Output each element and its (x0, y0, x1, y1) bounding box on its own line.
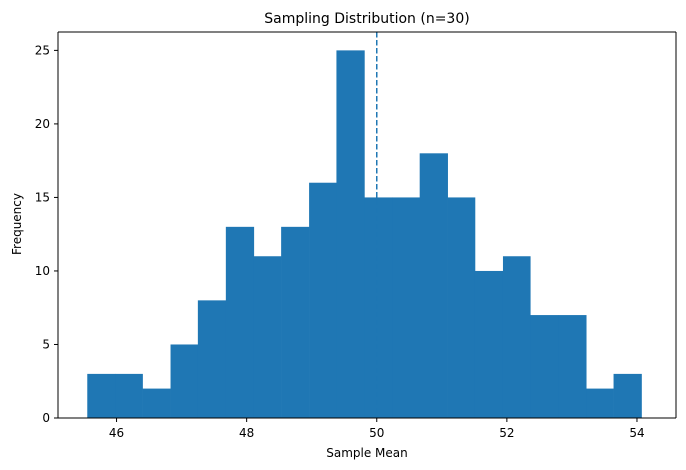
histogram-bar (142, 388, 171, 418)
histogram-bar (447, 197, 476, 418)
histogram-bar (613, 373, 642, 418)
histogram-bar (87, 373, 116, 418)
histogram-bar (309, 182, 337, 418)
y-axis-label: Frequency (10, 193, 24, 255)
histogram-bar (558, 315, 587, 418)
chart-title: Sampling Distribution (n=30) (264, 11, 469, 27)
y-tick-label: 0 (42, 411, 50, 425)
histogram-bar (474, 270, 504, 418)
histogram-bar (253, 256, 282, 418)
histogram-bar (197, 300, 227, 418)
histogram-bar (392, 197, 420, 418)
y-tick-label: 15 (35, 190, 50, 204)
x-tick-label: 46 (109, 426, 124, 440)
histogram-bar (364, 197, 393, 418)
histogram-bar (225, 226, 255, 418)
histogram-bar (336, 50, 365, 418)
x-axis-label: Sample Mean (326, 446, 408, 460)
histogram-bar (281, 226, 310, 418)
x-tick-label: 54 (629, 426, 644, 440)
x-tick-label: 52 (499, 426, 514, 440)
histogram-bar (170, 344, 199, 418)
y-tick-label: 5 (42, 337, 50, 351)
y-tick-label: 10 (35, 264, 50, 278)
histogram-bar (115, 373, 143, 418)
histogram-bar (586, 388, 614, 418)
histogram-bar (419, 153, 448, 418)
x-tick-label: 50 (369, 426, 384, 440)
y-ticks-group: 0 5 10 15 20 25 (35, 43, 58, 425)
histogram-bar (502, 256, 531, 418)
x-ticks-group: 46 48 50 52 54 (109, 418, 645, 440)
axes-group (57, 31, 677, 419)
x-tick-label: 48 (239, 426, 254, 440)
bars-group (87, 50, 642, 418)
y-tick-label: 20 (35, 117, 50, 131)
y-tick-label: 25 (35, 43, 50, 57)
histogram-bar (530, 315, 559, 418)
